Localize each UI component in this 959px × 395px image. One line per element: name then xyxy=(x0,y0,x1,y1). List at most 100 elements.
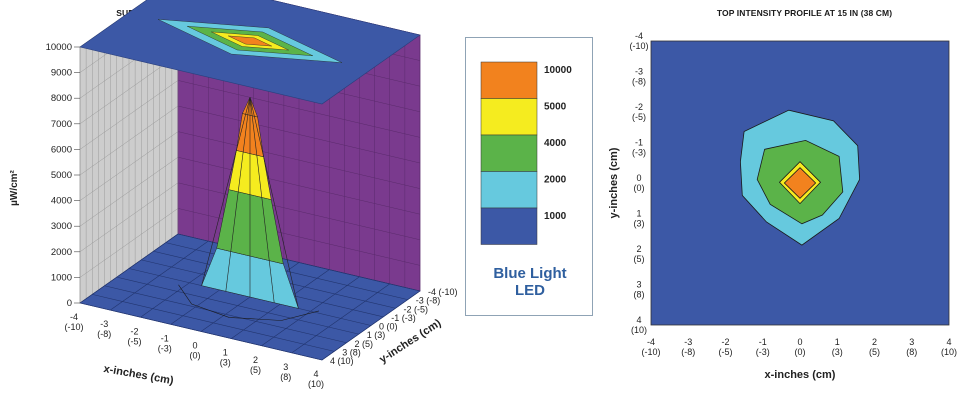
contour-x-tick-label-cm: (0) xyxy=(795,347,806,357)
x-tick-label-cm: (3) xyxy=(220,358,231,368)
floor-grid-line xyxy=(291,283,390,354)
x-tick-label: 1 xyxy=(223,348,228,358)
contour-x-tick-label: 3 xyxy=(909,337,914,347)
z-tick-label: 3000 xyxy=(51,221,72,232)
contour-chart-title: TOP INTENSITY PROFILE AT 15 IN (38 CM) xyxy=(716,8,893,18)
contour-y-tick-label-cm: (-10) xyxy=(629,41,648,51)
z-tick-label: 10000 xyxy=(46,42,72,53)
legend-caption-line1: Blue Light xyxy=(493,265,567,282)
peak-ridge xyxy=(249,97,299,309)
x-tick-label-cm: (-8) xyxy=(97,329,111,339)
contour-y-tick-label: 1 xyxy=(636,209,641,219)
x-tick-label-cm: (-5) xyxy=(128,336,142,346)
contour-x-tick-label: 2 xyxy=(872,337,877,347)
x-tick-label: 3 xyxy=(283,362,288,372)
y-tick-label: -3 (-8) xyxy=(416,296,441,306)
z-tick-label: 6000 xyxy=(51,144,72,155)
legend-swatch xyxy=(480,98,538,136)
floor-grid-line xyxy=(92,294,335,352)
z-axis: 0 1000 2000 3000 4000 5000 6000 7000 8000 9000 100… xyxy=(9,42,80,309)
contour-y-tick-label-cm: (-5) xyxy=(632,112,646,122)
contour-y-axis-label: y-inches (cm) xyxy=(608,147,620,218)
x-tick-label-cm: (-10) xyxy=(64,322,83,332)
contour-y-tick-label-cm: (-3) xyxy=(632,148,646,158)
floor-grid-line xyxy=(104,285,347,344)
contour-x-tick-label-cm: (3) xyxy=(832,347,843,357)
floor-grid-line xyxy=(79,302,323,361)
x-tick-label: 2 xyxy=(253,355,258,365)
contour-x-tick-label: 1 xyxy=(835,337,840,347)
z-tick-label: 4000 xyxy=(51,196,72,207)
contour-y-tick-label: 4 xyxy=(636,315,641,325)
y-tick-label: 3 (8) xyxy=(342,347,361,357)
contour-x-tick-label-cm: (-5) xyxy=(719,347,733,357)
contour-chart: -4(-10)-3(-8)-2(-5)-1(-3)0(0)1(3)2(5)3(8… xyxy=(608,31,957,381)
contour-y-tick-label: 2 xyxy=(636,244,641,254)
contour-y-tick-label-cm: (5) xyxy=(634,254,645,264)
contour-y-tick-label: -2 xyxy=(635,102,643,112)
contour-y-tick-label: -3 xyxy=(635,67,643,77)
legend-label: 5000 xyxy=(544,102,567,113)
x-tick-label-cm: (8) xyxy=(280,372,291,382)
contour-x-tick-label-cm: (-3) xyxy=(756,347,770,357)
y-tick-label: 1 (3) xyxy=(367,330,386,340)
legend: 10000 5000 4000 2000 1000 xyxy=(480,61,572,245)
contour-x-axis-label: x-inches (cm) xyxy=(765,369,836,381)
contour-level-10000 xyxy=(783,167,817,199)
contour-y-tick-label-cm: (10) xyxy=(631,325,647,335)
contour-y-tick-label: -1 xyxy=(635,138,643,148)
x-tick-label: 0 xyxy=(192,341,197,351)
legend-label: 4000 xyxy=(544,138,567,149)
contour-x-tick-label: -1 xyxy=(759,337,767,347)
z-tick-label: 9000 xyxy=(51,68,72,79)
legend-label: 1000 xyxy=(544,211,567,222)
contour-y-tick-label-cm: (-8) xyxy=(632,77,646,87)
z-tick-label: 7000 xyxy=(51,119,72,130)
x-tick-label: -2 xyxy=(130,326,138,336)
contour-x-tick-label: 4 xyxy=(946,337,951,347)
legend-swatch xyxy=(480,207,538,245)
y-tick-label: 0 (0) xyxy=(379,322,398,332)
x-tick-label-cm: (5) xyxy=(250,365,261,375)
y-tick-label: -1 (-3) xyxy=(391,313,416,323)
peak-ridge xyxy=(249,97,275,303)
x-tick-label-cm: (10) xyxy=(308,379,324,389)
contour-x-tick-label: 0 xyxy=(797,337,802,347)
contour-x-tick-label-cm: (8) xyxy=(906,347,917,357)
peak-ridge xyxy=(201,97,251,286)
legend-label: 10000 xyxy=(544,65,572,76)
contour-x-tick-label-cm: (10) xyxy=(941,347,957,357)
z-tick-label: 0 xyxy=(67,298,72,309)
legend-swatch xyxy=(480,134,538,172)
x-tick-label: -3 xyxy=(100,319,108,329)
contour-x-tick-label: -3 xyxy=(684,337,692,347)
contour-y-tick-label: 3 xyxy=(636,280,641,290)
legend-swatch xyxy=(480,171,538,209)
z-tick-label: 1000 xyxy=(51,272,72,283)
floor-grid-line xyxy=(321,290,421,361)
contour-x-tick-label-cm: (-10) xyxy=(641,347,660,357)
x-tick-label: -4 xyxy=(70,312,78,322)
contour-y-tick-label-cm: (3) xyxy=(634,219,645,229)
floor-grid-line xyxy=(116,276,359,335)
contour-y-tick-label-cm: (0) xyxy=(634,183,645,193)
contour-y-tick-label: -4 xyxy=(635,31,643,41)
floor-grid-line xyxy=(261,276,360,346)
peak-skirt xyxy=(178,284,320,321)
contour-x-tick-label-cm: (5) xyxy=(869,347,880,357)
legend-caption-line2: LED xyxy=(515,282,545,299)
legend-swatch xyxy=(480,61,538,99)
x-tick-label: 4 xyxy=(313,369,318,379)
z-axis-label: µW/cm² xyxy=(9,169,20,205)
peak xyxy=(178,96,320,321)
y-tick-label: -2 (-5) xyxy=(404,304,429,314)
x-tick-label-cm: (-3) xyxy=(158,343,172,353)
x-tick-label-cm: (0) xyxy=(190,351,201,361)
contour-x-tick-label-cm: (-8) xyxy=(681,347,695,357)
contour-x-tick-label: -4 xyxy=(647,337,655,347)
peak-ridge xyxy=(225,97,251,292)
z-tick-label: 5000 xyxy=(51,170,72,181)
contour-y-tick-label-cm: (8) xyxy=(634,290,645,300)
